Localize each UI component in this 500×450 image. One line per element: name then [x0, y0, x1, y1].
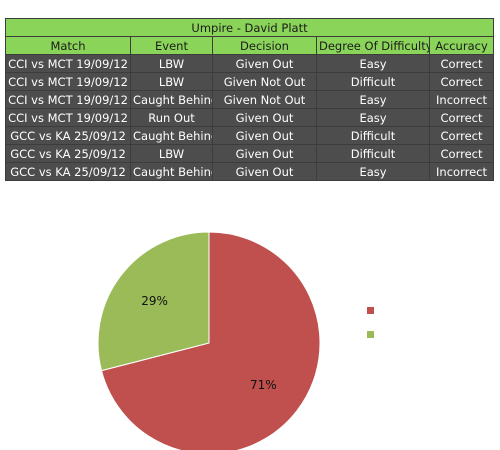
cell-event: Run Out — [130, 108, 213, 127]
cell-match: CCI vs MCT 19/09/12 — [5, 54, 131, 73]
cell-decision: Given Out — [212, 144, 317, 163]
cell-event: LBW — [130, 144, 213, 163]
cell-decision: Given Out — [212, 108, 317, 127]
cell-event: LBW — [130, 54, 213, 73]
umpire-table: Umpire - David Platt Match Event Decisio… — [4, 18, 495, 181]
cell-decision: Given Not Out — [212, 72, 317, 91]
cell-event: Caught Behind — [130, 126, 213, 145]
legend-marker-1 — [367, 331, 374, 338]
cell-difficulty: Easy — [316, 54, 430, 73]
table-row: CCI vs MCT 19/09/12 Run Out Given Out Ea… — [5, 108, 495, 127]
table-title: Umpire - David Platt — [4, 18, 495, 37]
table-row: CCI vs MCT 19/09/12 Caught Behind Given … — [5, 90, 495, 109]
header-difficulty: Degree Of Difficulty — [316, 36, 430, 55]
cell-accuracy: Correct — [428, 72, 495, 91]
cell-difficulty: Difficult — [316, 72, 430, 91]
cell-event: Caught Behind — [130, 90, 213, 109]
cell-event: LBW — [130, 72, 213, 91]
cell-accuracy: Correct — [428, 126, 495, 145]
pie-slice-0 — [100, 231, 321, 450]
accuracy-pie-chart: 71% 29% — [97, 231, 374, 450]
table-row: GCC vs KA 25/09/12 Caught Behind Given O… — [5, 162, 495, 181]
cell-difficulty: Easy — [316, 90, 430, 109]
cell-decision: Given Out — [212, 162, 317, 181]
cell-accuracy: Correct — [428, 108, 495, 127]
cell-accuracy: Incorrect — [428, 90, 495, 109]
pie-slice-label-0: 71% — [250, 378, 277, 392]
cell-difficulty: Difficult — [316, 144, 430, 163]
cell-accuracy: Correct — [428, 144, 495, 163]
pie-slice-label-1: 29% — [141, 294, 168, 308]
legend-marker-0 — [367, 307, 374, 314]
cell-difficulty: Easy — [316, 108, 430, 127]
cell-decision: Given Out — [212, 54, 317, 73]
pie-slice-1 — [97, 231, 210, 372]
cell-match: GCC vs KA 25/09/12 — [5, 162, 131, 181]
header-match: Match — [5, 36, 131, 55]
cell-event: Caught Behind — [130, 162, 213, 181]
cell-match: GCC vs KA 25/09/12 — [5, 144, 131, 163]
cell-match: CCI vs MCT 19/09/12 — [5, 90, 131, 109]
table-row: CCI vs MCT 19/09/12 LBW Given Out Easy C… — [5, 54, 495, 73]
cell-accuracy: Correct — [428, 54, 495, 73]
cell-difficulty: Difficult — [316, 126, 430, 145]
cell-decision: Given Out — [212, 126, 317, 145]
table-row: CCI vs MCT 19/09/12 LBW Given Not Out Di… — [5, 72, 495, 91]
cell-accuracy: Incorrect — [428, 162, 495, 181]
table-header-row: Match Event Decision Degree Of Difficult… — [5, 36, 495, 55]
cell-match: GCC vs KA 25/09/12 — [5, 126, 131, 145]
header-accuracy: Accuracy — [428, 36, 495, 55]
cell-match: CCI vs MCT 19/09/12 — [5, 72, 131, 91]
cell-difficulty: Easy — [316, 162, 430, 181]
table-row: GCC vs KA 25/09/12 Caught Behind Given O… — [5, 126, 495, 145]
cell-match: CCI vs MCT 19/09/12 — [5, 108, 131, 127]
header-decision: Decision — [212, 36, 317, 55]
table-row: GCC vs KA 25/09/12 LBW Given Out Difficu… — [5, 144, 495, 163]
header-event: Event — [130, 36, 213, 55]
cell-decision: Given Not Out — [212, 90, 317, 109]
